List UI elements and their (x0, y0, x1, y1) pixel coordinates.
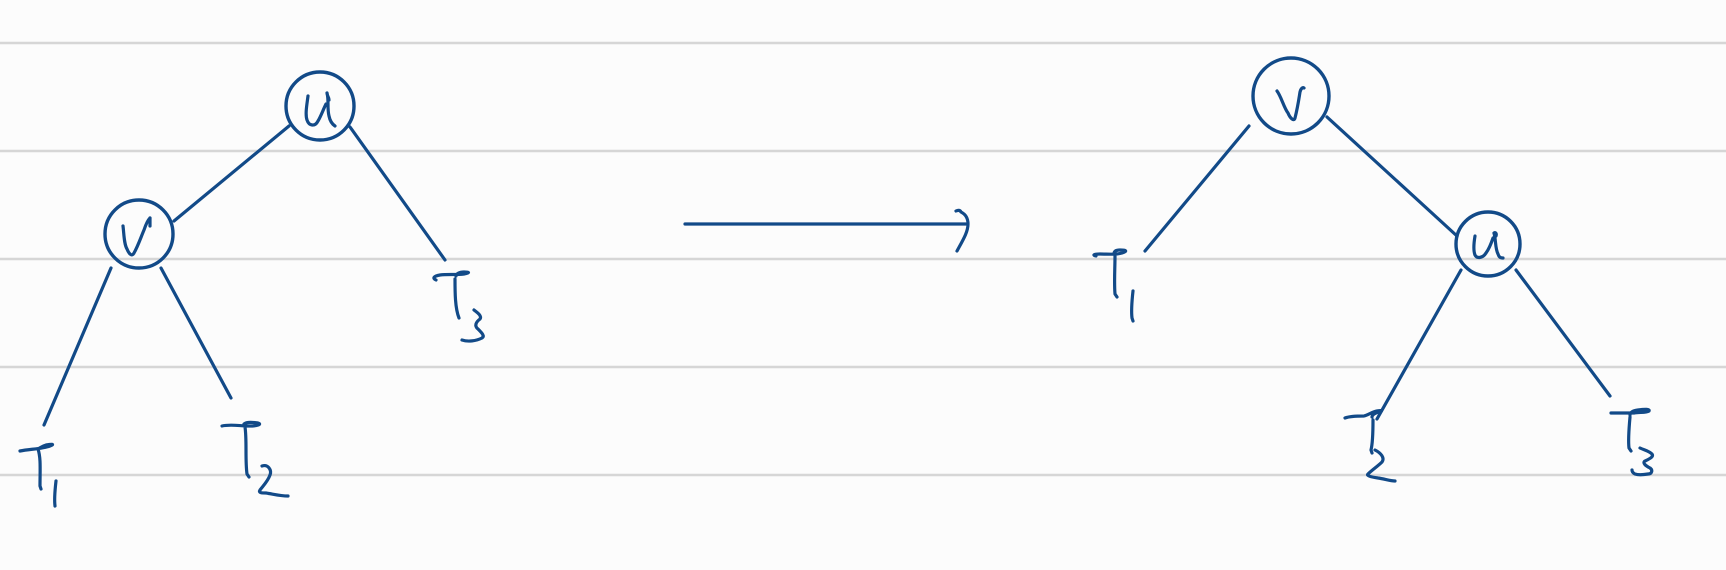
left-tree (18, 70, 485, 508)
subscript-1-glyph (52, 479, 58, 508)
right-subtree-label-T2 (1343, 408, 1397, 483)
left-subtree-label-T1 (18, 442, 58, 508)
edge-u-to-T3 (1514, 268, 1612, 398)
arrow-head (954, 208, 970, 253)
left-subtree-label-T3 (432, 270, 485, 343)
right-tree (1092, 56, 1655, 483)
node-circle (1251, 56, 1331, 136)
right-subtree-label-T3 (1609, 407, 1655, 477)
ruled-lines (0, 41, 1726, 477)
left-subtree-label-T2 (220, 420, 290, 498)
letter-T-glyph (1092, 248, 1128, 299)
letter-v-glyph (1275, 86, 1306, 122)
right-child-node-u (1454, 210, 1522, 278)
right-subtree-label-T1 (1092, 248, 1135, 323)
subscript-3-glyph (1630, 446, 1655, 477)
letter-u-glyph (304, 91, 337, 128)
subscript-3-glyph (460, 308, 485, 343)
node-circle (284, 70, 356, 142)
subscript-2-glyph (1366, 448, 1397, 483)
edge-v-to-T1 (42, 266, 113, 427)
edge-v-to-T2 (159, 266, 233, 400)
letter-T-glyph (220, 420, 262, 479)
node-circle (103, 198, 175, 270)
letter-T-glyph (1609, 407, 1651, 453)
node-circle (1454, 210, 1522, 278)
edge-v-to-T1 (1143, 124, 1251, 253)
letter-u-glyph (1472, 231, 1505, 260)
letter-T-glyph (18, 442, 55, 491)
edge-v-to-u (1325, 115, 1459, 238)
edge-u-to-v (172, 124, 291, 223)
subscript-1-glyph (1129, 289, 1135, 323)
edge-u-to-T2 (1375, 268, 1463, 421)
letter-T-glyph (1343, 408, 1384, 455)
letter-v-glyph (121, 216, 152, 257)
letter-T-glyph (432, 270, 471, 320)
right-root-node-v (1251, 56, 1331, 136)
edge-u-to-T3 (348, 125, 447, 262)
left-child-node-v (103, 198, 175, 270)
rotation-arrow (683, 208, 970, 253)
subscript-2-glyph (257, 464, 290, 498)
left-root-node-u (284, 70, 356, 142)
